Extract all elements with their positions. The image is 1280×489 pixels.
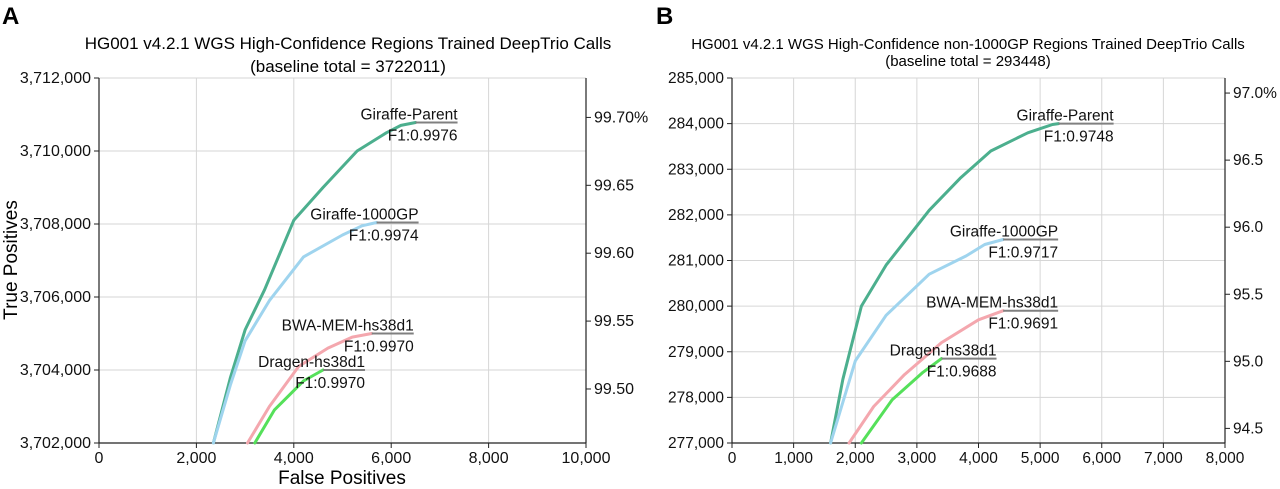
secondary-y-tick-label: 99.55: [594, 313, 634, 330]
x-tick-label: 0: [95, 450, 104, 467]
chart-title: HG001 v4.2.1 WGS High-Confidence Regions…: [85, 34, 612, 53]
series-f1-label: F1:0.9976: [388, 128, 458, 145]
series-label: Dragen-hs38d1: [258, 354, 365, 371]
x-tick-label: 2,000: [836, 450, 875, 467]
series-line-giraffe-parent: [211, 121, 418, 445]
series-line-dragen-hs38d1: [859, 357, 943, 445]
x-tick-label: 2,000: [176, 450, 216, 467]
secondary-y-tick-label: 97.0%: [1233, 85, 1277, 102]
series-label: Giraffe-Parent: [1017, 108, 1115, 125]
y-axis-label: True Positives: [1, 200, 22, 320]
x-tick-label: 8,000: [469, 450, 509, 467]
series-label: Giraffe-Parent: [360, 107, 458, 124]
series-label: Giraffe-1000GP: [950, 224, 1058, 241]
secondary-y-tick-label: 95.0: [1233, 353, 1264, 370]
series-line-giraffe-1000gp: [211, 221, 379, 445]
y-tick-label: 281,000: [668, 253, 724, 270]
secondary-y-tick-label: 99.70%: [594, 109, 648, 126]
y-tick-label: 3,708,000: [20, 216, 91, 233]
secondary-y-tick-label: 96.0: [1233, 219, 1264, 236]
x-tick-label: 3,000: [897, 450, 936, 467]
series-f1-label: F1:0.9974: [349, 228, 419, 245]
y-tick-label: 3,710,000: [20, 143, 91, 160]
series-f1-label: F1:0.9970: [295, 375, 365, 392]
y-tick-label: 283,000: [668, 161, 724, 178]
panel-letter-b: B: [656, 3, 673, 30]
x-tick-label: 6,000: [371, 450, 411, 467]
series-line-bwa-mem-hs38d1: [847, 309, 1005, 445]
secondary-y-tick-label: 99.60: [594, 245, 634, 262]
series-label: BWA-MEM-hs38d1: [926, 295, 1058, 312]
series-line-bwa-mem-hs38d1: [246, 332, 374, 445]
plot-area: 0 1,000 2,000 3,000 4,000 5,000 6,000 7,000 8,00…: [668, 70, 1277, 467]
secondary-y-tick-label: 96.5: [1233, 152, 1263, 169]
chart-subtitle: (baseline total = 293448): [885, 53, 1051, 70]
secondary-y-tick-label: 95.5: [1233, 286, 1263, 303]
x-tick-label: 4,000: [274, 450, 314, 467]
series-label: BWA-MEM-hs38d1: [282, 318, 414, 335]
y-tick-label: 280,000: [668, 298, 724, 315]
y-tick-label: 3,704,000: [20, 362, 91, 379]
x-tick-label: 5,000: [1021, 450, 1060, 467]
y-tick-label: 3,712,000: [20, 70, 91, 87]
y-tick-label: 277,000: [668, 435, 724, 452]
y-tick-label: 284,000: [668, 116, 724, 133]
x-tick-label: 10,000: [562, 450, 611, 467]
y-tick-label: 3,706,000: [20, 289, 91, 306]
y-tick-label: 3,702,000: [20, 435, 91, 452]
series-f1-label: F1:0.9970: [344, 339, 414, 356]
x-tick-label: 1,000: [774, 450, 813, 467]
series-f1-label: F1:0.9688: [927, 364, 997, 381]
series-f1-label: F1:0.9691: [988, 316, 1058, 333]
secondary-y-tick-label: 99.50: [594, 381, 634, 398]
panel-letter-a: A: [2, 3, 19, 30]
plot-area: 0 2,000 4,000 6,000 8,000 10,000 3,702,000 3,70…: [20, 70, 648, 467]
chart-title: HG001 v4.2.1 WGS High-Confidence non-100…: [691, 36, 1245, 53]
panel-a: A HG001 v4.2.1 WGS High-Confidence Regio…: [1, 3, 648, 489]
series-line-dragen-hs38d1: [253, 368, 325, 445]
panel-b: B HG001 v4.2.1 WGS High-Confidence non-1…: [656, 3, 1277, 467]
series-line-giraffe-1000gp: [829, 238, 1005, 445]
y-tick-label: 278,000: [668, 389, 724, 406]
series-f1-label: F1:0.9717: [988, 245, 1058, 262]
secondary-y-tick-label: 94.5: [1233, 420, 1263, 437]
series-line-giraffe-parent: [829, 122, 1061, 445]
y-tick-label: 279,000: [668, 344, 724, 361]
secondary-y-tick-label: 99.65: [594, 177, 634, 194]
series-label: Dragen-hs38d1: [890, 343, 997, 360]
y-tick-label: 285,000: [668, 70, 724, 87]
x-axis-label: False Positives: [278, 468, 406, 489]
series-label: Giraffe-1000GP: [310, 207, 418, 224]
x-tick-label: 8,000: [1206, 450, 1245, 467]
chart-subtitle: (baseline total = 3722011): [250, 57, 446, 76]
x-tick-label: 7,000: [1144, 450, 1183, 467]
x-tick-label: 6,000: [1082, 450, 1121, 467]
y-tick-label: 282,000: [668, 207, 724, 224]
x-tick-label: 4,000: [959, 450, 998, 467]
series-f1-label: F1:0.9748: [1044, 129, 1114, 146]
x-tick-label: 0: [728, 450, 737, 467]
